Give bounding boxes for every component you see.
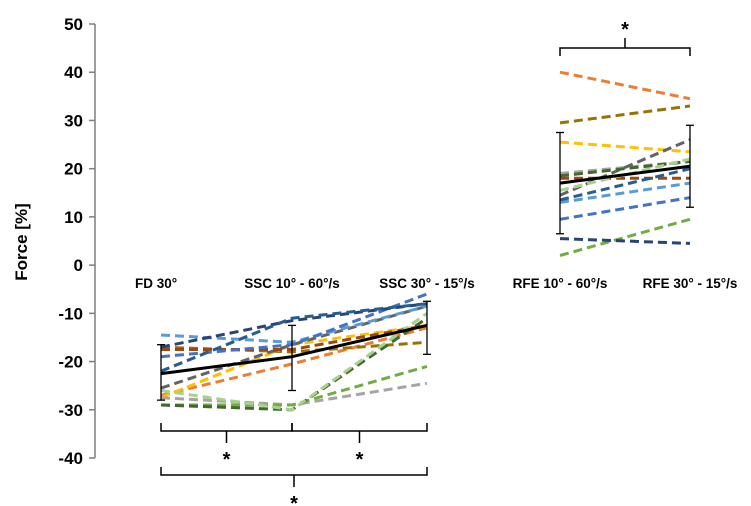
individual-series-line — [559, 140, 691, 154]
category-label: FD 30° — [135, 276, 177, 291]
individual-series-line — [160, 326, 428, 397]
significance-brackets: * * * * — [160, 19, 691, 506]
y-tick-label: -40 — [58, 449, 83, 468]
significance-star: * — [356, 449, 364, 471]
individual-series-line — [160, 381, 428, 407]
individual-series-line — [559, 217, 691, 257]
y-tick-label: 0 — [74, 256, 83, 275]
individual-series-line — [559, 70, 691, 101]
mean-series-line — [559, 164, 691, 185]
category-label: RFE 30° - 15°/s — [643, 276, 738, 291]
individual-series-group — [160, 70, 691, 412]
y-tick-label: -10 — [58, 304, 83, 323]
category-label: SSC 10° - 60°/s — [244, 276, 340, 291]
significance-bracket — [291, 423, 428, 443]
individual-series-line — [160, 302, 428, 373]
y-tick-label: -20 — [58, 353, 83, 372]
individual-series-line — [559, 181, 691, 204]
individual-series-line — [559, 196, 691, 221]
individual-series-line — [160, 304, 428, 344]
individual-series-line — [559, 167, 691, 202]
y-axis-ticks: 50 40 30 20 10 0 -10 -20 -30 -40 — [58, 15, 95, 468]
y-tick-label: -30 — [58, 401, 83, 420]
individual-series-line — [160, 312, 428, 412]
category-labels: FD 30° SSC 10° - 60°/s SSC 30° - 15°/s RFE … — [135, 276, 737, 291]
individual-series-line — [559, 138, 691, 197]
individual-series-line — [559, 104, 691, 125]
individual-series-line — [160, 323, 428, 400]
significance-star: * — [223, 449, 231, 471]
mean-series-line — [160, 323, 428, 376]
individual-series-line — [559, 159, 691, 178]
individual-series-line — [161, 364, 428, 407]
significance-bracket — [160, 467, 428, 487]
category-label: RFE 10° - 60°/s — [513, 276, 608, 291]
y-tick-label: 20 — [64, 160, 83, 179]
significance-star: * — [290, 493, 298, 506]
individual-series-line — [559, 157, 691, 192]
individual-series-line — [559, 237, 691, 245]
y-tick-label: 40 — [64, 63, 83, 82]
category-label: SSC 30° - 15°/s — [379, 276, 475, 291]
y-tick-label: 10 — [64, 208, 83, 227]
significance-bracket — [559, 38, 691, 56]
individual-series-line — [559, 159, 691, 175]
y-axis-label: Force [%] — [12, 203, 31, 280]
significance-bracket — [160, 423, 293, 443]
significance-star: * — [621, 19, 629, 41]
y-tick-label: 30 — [64, 111, 83, 130]
y-tick-label: 50 — [64, 15, 83, 34]
mean-series-group — [157, 124, 694, 401]
